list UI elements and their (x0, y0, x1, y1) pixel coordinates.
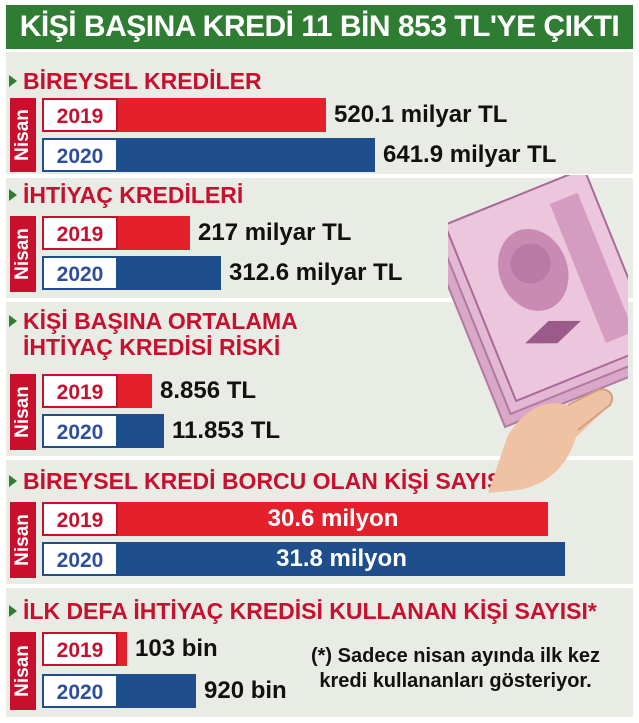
bar-2020 (118, 256, 221, 290)
year-label: 2019 (42, 216, 118, 250)
section-title-text: BİREYSEL KREDİLER (23, 68, 262, 94)
year-label: 2020 (42, 138, 118, 172)
year-label: 2019 (42, 502, 118, 536)
bar-value-label: 520.1 milyar TL (334, 101, 508, 128)
bar-2019 (118, 374, 152, 408)
section-title-text: İLK DEFA İHTİYAÇ KREDİSİ KULLANAN KİŞİ S… (23, 598, 597, 624)
year-label: 2020 (42, 674, 118, 708)
nisan-label: Nisan (12, 645, 33, 697)
arrow-icon (9, 75, 17, 87)
year-label: 2019 (42, 98, 118, 132)
footnote-line: kredi kullananları gösteriyor. (319, 670, 592, 692)
nisan-tab: Nisan (10, 216, 36, 292)
nisan-label: Nisan (12, 109, 33, 161)
arrow-icon (9, 315, 17, 327)
section-title: KİŞİ BAŞINA ORTALAMA İHTİYAÇ KREDİSİ RİSK… (6, 308, 298, 360)
bar-value-label: 31.8 milyon (276, 545, 407, 572)
nisan-label: Nisan (12, 514, 33, 566)
page-title: KİŞİ BAŞINA KREDİ 11 BİN 853 TL'YE ÇIKTI (6, 5, 633, 49)
bar-2020 (118, 542, 565, 576)
arrow-icon (9, 189, 17, 201)
nisan-tab: Nisan (10, 374, 36, 450)
bar-value-label: 641.9 milyar TL (383, 141, 557, 168)
nisan-label: Nisan (12, 386, 33, 438)
bar-2019 (118, 502, 548, 536)
section-borclu-kisi-sayisi: BİREYSEL KREDİ BORCU OLAN KİŞİ SAYISI Ni… (6, 460, 633, 584)
bar-2019 (118, 632, 127, 666)
section-ilk-defa-kullanan: İLK DEFA İHTİYAÇ KREDİSİ KULLANAN KİŞİ S… (6, 588, 633, 717)
bar-value-label: 11.853 TL (172, 417, 281, 444)
section-bireysel-krediler: BİREYSEL KREDİLER Nisan 2019 520.1 milya… (6, 52, 633, 172)
year-label: 2019 (42, 374, 118, 408)
arrow-icon (9, 475, 17, 487)
bar-value-label: 30.6 milyon (267, 505, 399, 532)
year-label: 2020 (42, 542, 118, 576)
section-title-text: BİREYSEL KREDİ BORCU OLAN KİŞİ SAYISI (23, 468, 509, 494)
nisan-tab: Nisan (10, 632, 36, 710)
year-label: 2020 (42, 414, 118, 448)
footnote-line: (*) Sadece nisan ayında ilk kez (310, 645, 600, 667)
section-title: BİREYSEL KREDİLER (6, 68, 262, 94)
bar-2019 (118, 98, 326, 132)
section-title-text: İHTİYAÇ KREDİLERİ (23, 182, 244, 208)
bar-2020 (118, 138, 375, 172)
divider (6, 174, 633, 178)
bar-value-label: 103 bin (135, 635, 218, 662)
nisan-tab: Nisan (10, 98, 36, 172)
section-title: İHTİYAÇ KREDİLERİ (6, 182, 243, 208)
bar-value-label: 8.856 TL (160, 377, 257, 404)
section-title: İLK DEFA İHTİYAÇ KREDİSİ KULLANAN KİŞİ S… (6, 598, 597, 624)
nisan-tab: Nisan (10, 502, 36, 578)
year-label: 2020 (42, 256, 118, 290)
bar-value-label: 217 milyar TL (198, 219, 352, 246)
section-title-text-line2: İHTİYAÇ KREDİSİ RİSKİ (23, 334, 281, 360)
arrow-icon (9, 605, 17, 617)
divider (6, 584, 633, 588)
year-label: 2019 (42, 632, 118, 666)
divider (6, 456, 633, 460)
banknotes-illustration (448, 175, 628, 493)
bar-value-label: 312.6 milyar TL (229, 259, 403, 286)
section-title: BİREYSEL KREDİ BORCU OLAN KİŞİ SAYISI (6, 468, 509, 494)
bar-value-label: 920 bin (204, 677, 287, 704)
bar-2020 (118, 674, 196, 708)
divider (6, 298, 633, 302)
bar-2020 (118, 414, 164, 448)
section-ihtiyac-kredileri: İHTİYAÇ KREDİLERİ Nisan 2019 217 milyar … (6, 178, 633, 296)
nisan-label: Nisan (12, 228, 33, 280)
section-kisi-basina-risk: KİŞİ BAŞINA ORTALAMA İHTİYAÇ KREDİSİ RİSK… (6, 302, 633, 454)
bar-2019 (118, 216, 190, 250)
section-title-text: KİŞİ BAŞINA ORTALAMA (23, 308, 298, 334)
footnote: (*) Sadece nisan ayında ilk kez kredi ku… (288, 644, 623, 694)
